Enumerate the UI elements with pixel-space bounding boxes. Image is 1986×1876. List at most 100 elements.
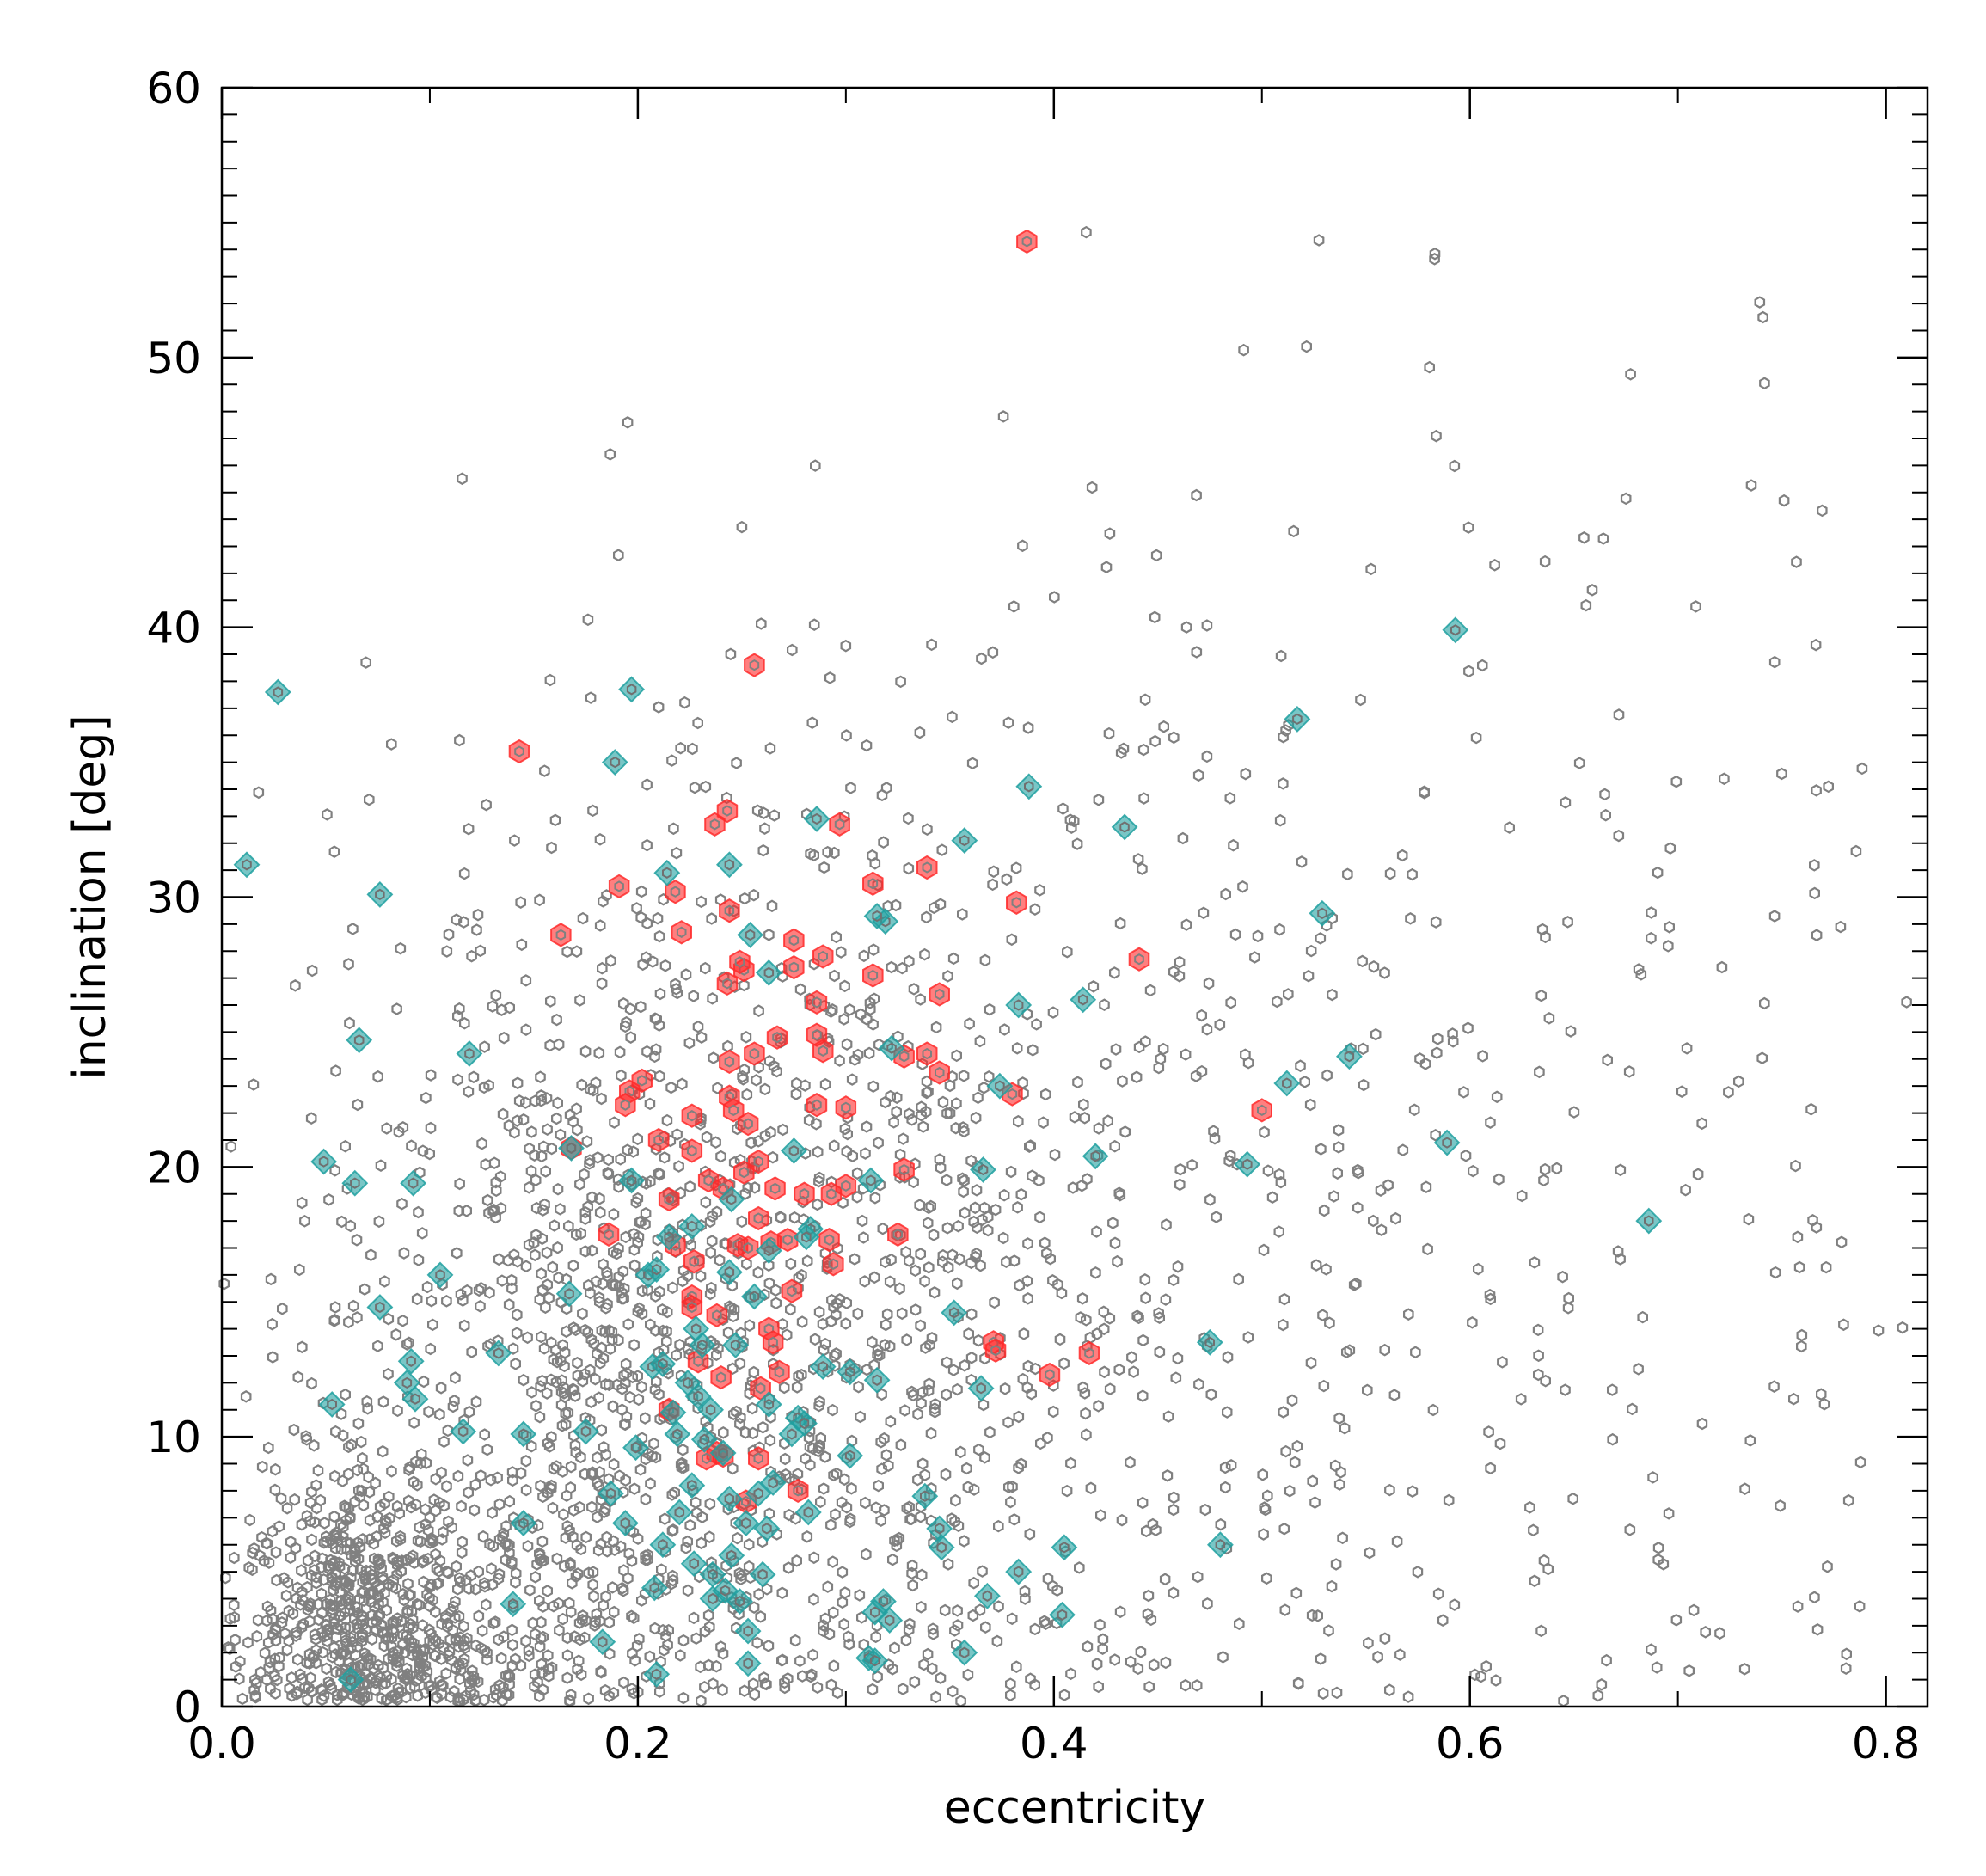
background-point: [740, 1031, 752, 1044]
background-point: [475, 1469, 487, 1482]
background-point: [649, 1622, 661, 1635]
background-point: [906, 1385, 917, 1399]
background-point: [420, 1503, 431, 1516]
teal-diamond-point: [967, 1375, 995, 1402]
background-point: [427, 1318, 438, 1332]
teal-diamond-point: [780, 1137, 807, 1164]
background-point: [366, 1609, 378, 1622]
background-point: [1238, 343, 1249, 357]
background-point: [926, 1662, 938, 1676]
background-point: [624, 1002, 636, 1015]
teal-diamond-core: [749, 1291, 760, 1303]
background-point: [401, 1554, 413, 1566]
background-point: [1249, 951, 1260, 964]
teal-diamond-core: [508, 1598, 518, 1610]
background-point: [836, 1496, 848, 1509]
background-point: [611, 1378, 622, 1392]
background-point: [451, 913, 463, 926]
background-point: [277, 1302, 288, 1315]
background-point: [968, 1483, 980, 1496]
background-point: [849, 1253, 861, 1266]
background-point: [417, 1144, 429, 1157]
background-point: [607, 1278, 619, 1292]
background-point: [998, 1188, 1010, 1202]
background-point: [575, 1668, 587, 1682]
background-point: [814, 1495, 826, 1509]
background-point: [565, 1689, 577, 1701]
background-point: [456, 1546, 468, 1560]
background-point: [267, 1524, 279, 1538]
background-point: [1098, 1305, 1110, 1319]
background-point: [1180, 1678, 1192, 1692]
background-point: [452, 1469, 464, 1483]
background-point: [364, 793, 375, 806]
background-point: [941, 1222, 953, 1235]
teal-diamond-core: [346, 1673, 356, 1686]
background-point: [941, 1174, 953, 1186]
background-point: [347, 1299, 359, 1313]
background-point: [901, 1502, 913, 1515]
background-point: [267, 1351, 279, 1364]
background-point: [1099, 998, 1110, 1011]
background-point: [1275, 649, 1287, 663]
background-point: [622, 1572, 634, 1585]
background-point: [1008, 1513, 1021, 1526]
background-point: [809, 1333, 821, 1346]
background-point: [512, 1076, 524, 1090]
background-point: [594, 833, 606, 846]
background-point: [604, 1342, 616, 1356]
background-point: [545, 1336, 557, 1349]
background-point: [1557, 1270, 1568, 1284]
background-point: [974, 1034, 986, 1048]
background-point: [1850, 844, 1862, 858]
background-point: [587, 804, 598, 818]
background-point: [880, 1255, 891, 1269]
background-point: [704, 1287, 716, 1301]
background-point: [294, 1668, 306, 1681]
background-point: [1097, 1633, 1109, 1646]
background-point: [1209, 1131, 1221, 1145]
background-point: [377, 1444, 389, 1458]
background-point: [1427, 1403, 1439, 1417]
background-point: [618, 1676, 629, 1689]
background-point: [951, 1097, 962, 1110]
background-point: [442, 1424, 454, 1438]
background-point: [712, 1082, 723, 1094]
teal-diamond-core: [687, 1480, 697, 1492]
background-point: [959, 1206, 971, 1219]
teal-diamond-point: [861, 1647, 889, 1675]
background-point: [1040, 1617, 1051, 1630]
y-tick-label: 10: [146, 1413, 201, 1462]
background-point: [1397, 1143, 1409, 1156]
background-point: [647, 955, 659, 968]
background-point: [544, 995, 556, 1008]
background-point: [952, 1619, 964, 1632]
background-point: [559, 1359, 570, 1373]
background-point: [949, 1515, 960, 1529]
background-point: [548, 1353, 560, 1366]
background-point: [427, 1593, 438, 1607]
background-point: [335, 1594, 347, 1608]
background-point: [294, 1263, 305, 1277]
background-point: [919, 1468, 931, 1481]
background-point: [1280, 1444, 1291, 1458]
background-point: [906, 1559, 918, 1573]
background-point: [329, 1469, 340, 1483]
background-point: [1186, 1158, 1198, 1172]
background-point: [263, 1661, 274, 1675]
red-hexagon-core: [841, 1180, 851, 1192]
background-point: [1565, 1025, 1577, 1038]
background-point: [915, 1319, 926, 1333]
background-point: [1258, 1528, 1269, 1541]
background-point: [582, 613, 594, 627]
background-point: [508, 1248, 520, 1261]
red-hexagon-core: [922, 861, 932, 874]
background-point: [629, 1654, 641, 1667]
background-point: [923, 1201, 935, 1215]
background-point: [1301, 340, 1313, 353]
background-point: [548, 1462, 560, 1475]
background-point: [588, 1590, 599, 1603]
background-point: [1372, 1650, 1383, 1664]
background-point: [534, 1553, 546, 1566]
background-point: [910, 1264, 921, 1278]
